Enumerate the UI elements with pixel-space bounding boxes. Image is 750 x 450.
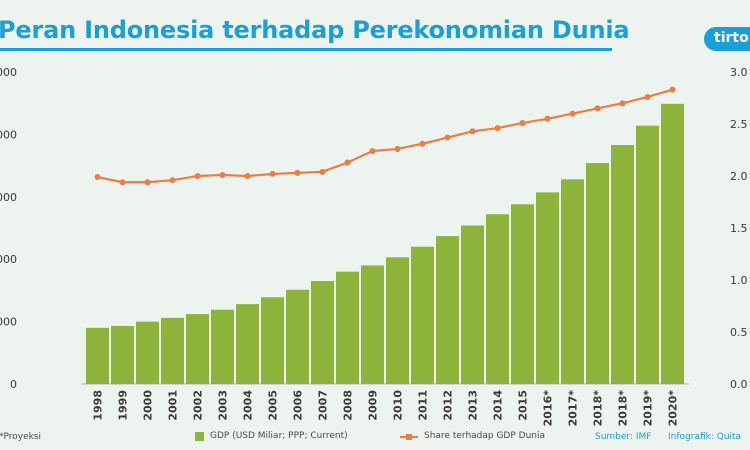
credit-note: Infografik: Quita	[668, 432, 742, 442]
x-tick-label: 2018*	[617, 390, 630, 427]
bar-gdp	[261, 297, 284, 384]
x-tick-label: 2005	[267, 390, 280, 421]
x-tick-label: 1998	[92, 390, 105, 421]
bar-gdp	[211, 309, 234, 384]
point-share	[144, 179, 151, 186]
point-share	[169, 177, 176, 184]
bar-gdp	[361, 265, 384, 384]
point-share	[294, 169, 301, 176]
x-tick-label: 2009	[367, 390, 380, 421]
bar-gdp	[111, 325, 134, 384]
bar-gdp	[511, 204, 534, 384]
bar-gdp	[186, 314, 209, 384]
point-share	[519, 119, 526, 126]
y-right-tick-label: 2.0	[730, 170, 748, 183]
bar-gdp	[411, 246, 434, 384]
point-share	[319, 168, 326, 175]
x-tick-label: 2020*	[667, 390, 680, 427]
point-share	[94, 174, 101, 181]
legend-bar-swatch	[195, 432, 204, 441]
point-share	[469, 128, 476, 135]
chart-title: Peran Indonesia terhadap Perekonomian Du…	[0, 16, 630, 44]
title-underline	[0, 48, 612, 51]
point-share	[194, 173, 201, 179]
x-tick-label: 1999	[117, 390, 130, 421]
bar-gdp	[161, 317, 184, 384]
point-share	[394, 145, 401, 152]
y-left-tick-label: 2000	[0, 253, 17, 266]
brand-name: tirto.id	[714, 30, 750, 46]
bar-gdp	[536, 192, 559, 384]
y-left-tick-label: 0	[10, 378, 17, 391]
y-right-tick-label: 2.5	[730, 118, 748, 131]
point-share	[544, 115, 551, 122]
y-left-tick-label: 3000	[0, 191, 17, 204]
x-tick-label: 2006	[292, 390, 305, 421]
point-share	[344, 159, 351, 166]
x-tick-label: 2018*	[592, 390, 605, 427]
x-tick-label: 2011	[417, 390, 430, 421]
projection-note: *Proyeksi	[0, 432, 42, 442]
x-tick-label: 2000	[142, 390, 155, 421]
legend-line-marker	[406, 434, 412, 440]
x-tick-label: 2014	[492, 390, 505, 421]
point-share	[569, 110, 576, 117]
x-tick-label: 2008	[342, 390, 355, 421]
x-tick-label: 2016*	[542, 390, 555, 427]
point-share	[594, 105, 601, 112]
y-right-tick-label: 0.5	[730, 326, 748, 339]
y-right-tick-label: 3.0	[730, 66, 748, 79]
bar-gdp	[661, 103, 684, 384]
x-tick-label: 2015	[517, 390, 530, 421]
point-share	[669, 86, 676, 93]
y-right-tick-label: 0.0	[730, 378, 748, 391]
point-share	[619, 100, 626, 107]
x-tick-label: 2017*	[567, 390, 580, 427]
bar-gdp	[286, 289, 309, 384]
bar-gdp	[86, 327, 109, 384]
point-share	[269, 170, 276, 177]
point-share	[119, 179, 126, 186]
x-tick-label: 2010	[392, 390, 405, 421]
bar-gdp	[136, 321, 159, 384]
bar-gdp	[561, 179, 584, 384]
y-right-tick-label: 1.5	[730, 222, 748, 235]
bar-gdp	[386, 257, 409, 384]
y-left-tick-label: 4000	[0, 128, 17, 141]
point-share	[219, 171, 226, 178]
point-share	[419, 140, 426, 147]
bar-gdp	[586, 163, 609, 384]
x-tick-label: 2001	[167, 390, 180, 421]
point-share	[644, 93, 651, 100]
bar-gdp	[611, 145, 634, 384]
bar-gdp	[461, 225, 484, 384]
legend-share-label: Share terhadap GDP Dunia	[424, 431, 546, 441]
point-share	[494, 125, 501, 132]
y-right-tick-label: 1.0	[730, 274, 748, 287]
x-tick-label: 2019*	[642, 390, 655, 427]
brand-badge: tirto.id	[704, 27, 750, 51]
legend-gdp-label: GDP (USD Miliar; PPP; Current)	[210, 431, 348, 441]
bar-gdp	[311, 281, 334, 384]
bar-gdp	[336, 271, 359, 384]
bar-gdp	[636, 125, 659, 384]
x-tick-label: 2012	[442, 390, 455, 421]
bar-gdp	[486, 214, 509, 384]
x-tick-label: 2002	[192, 390, 205, 421]
x-tick-label: 2013	[467, 390, 480, 421]
y-left-tick-label: 5000	[0, 66, 17, 79]
point-share	[369, 148, 376, 155]
bar-gdp	[436, 236, 459, 384]
x-tick-label: 2007	[317, 390, 330, 421]
y-left-tick-label: 1000	[0, 316, 17, 329]
source-note: Sumber: IMF	[595, 432, 652, 442]
x-tick-label: 2003	[217, 390, 230, 421]
bar-gdp	[236, 304, 259, 384]
point-share	[444, 134, 451, 141]
line-share	[97, 88, 673, 184]
point-share	[244, 173, 251, 179]
x-tick-label: 2004	[242, 390, 255, 421]
